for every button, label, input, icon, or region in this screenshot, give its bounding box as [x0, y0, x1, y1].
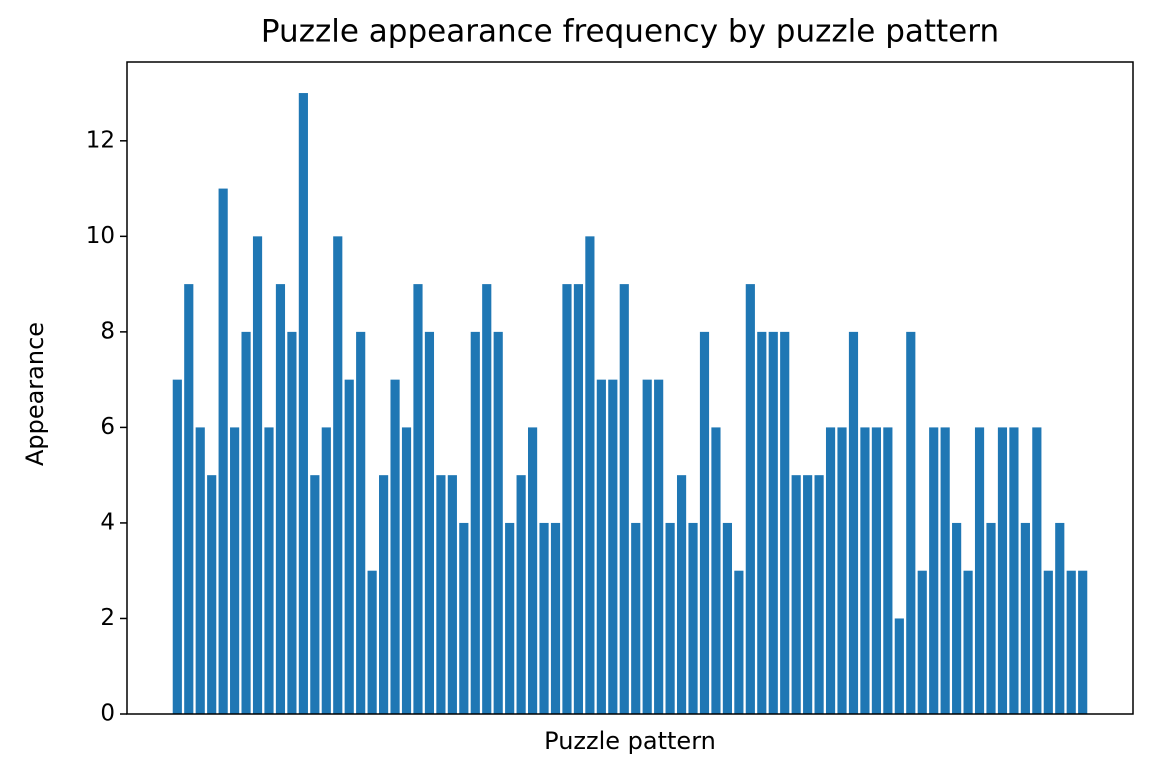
bar [424, 331, 435, 714]
bar [768, 331, 778, 714]
bar [848, 331, 859, 714]
x-axis-label: Puzzle pattern [544, 727, 716, 755]
y-tick-label: 10 [86, 223, 115, 249]
bar [447, 475, 457, 714]
bar [356, 331, 366, 714]
bar [1055, 522, 1065, 714]
y-tick-label: 6 [100, 414, 115, 440]
bar [505, 522, 515, 714]
bar [883, 427, 893, 714]
bar [1020, 522, 1030, 714]
bar [837, 427, 847, 714]
bar [195, 427, 205, 714]
bar [814, 475, 824, 714]
bar [654, 379, 664, 714]
bar [860, 427, 870, 714]
bar [264, 427, 274, 714]
bar [367, 570, 377, 714]
bar [997, 427, 1008, 714]
bar [917, 570, 927, 714]
bar [401, 427, 412, 714]
bar [493, 331, 503, 714]
bar [699, 331, 710, 714]
bar [207, 475, 217, 714]
bar [184, 284, 194, 714]
bar [550, 522, 561, 714]
bar [379, 475, 389, 714]
bar [230, 427, 240, 714]
bar [676, 475, 687, 714]
bar [413, 284, 423, 714]
chart-title: Puzzle appearance frequency by puzzle pa… [261, 14, 999, 50]
bar [1066, 570, 1076, 714]
bar [298, 93, 308, 715]
bar [929, 427, 939, 714]
plot-frame [126, 61, 1134, 715]
bar [470, 331, 480, 714]
y-tick-label: 2 [100, 605, 115, 631]
bar [310, 475, 320, 714]
bar [631, 522, 641, 714]
bar [333, 236, 343, 714]
bar [871, 427, 881, 714]
bar [963, 570, 973, 714]
y-tick-label: 4 [100, 509, 115, 535]
bar [894, 618, 904, 714]
bar [596, 379, 606, 714]
bar [459, 522, 469, 714]
bar [172, 379, 182, 714]
bar [482, 284, 492, 714]
bar [757, 331, 767, 714]
bar [986, 522, 996, 714]
bar [275, 284, 286, 714]
bar [940, 427, 950, 714]
bar [780, 331, 790, 714]
bar [585, 236, 595, 714]
y-axis-label: Appearance [21, 322, 49, 466]
bar [218, 188, 228, 715]
bar [791, 475, 801, 714]
bar [516, 475, 526, 714]
bar [974, 427, 985, 714]
bar [241, 331, 251, 714]
bar [608, 379, 618, 714]
bar [734, 570, 744, 714]
bar [539, 522, 549, 714]
bar [1043, 570, 1053, 714]
bar [642, 379, 652, 714]
bar [252, 236, 263, 714]
bar [665, 522, 675, 714]
bar [562, 284, 572, 714]
y-tick-label: 8 [100, 318, 115, 344]
bar [711, 427, 721, 714]
bar [287, 331, 297, 714]
bar [688, 522, 698, 714]
bar [528, 427, 538, 714]
y-tick-label: 0 [100, 701, 115, 727]
bar [344, 379, 354, 714]
bar [436, 475, 446, 714]
bar [619, 284, 629, 714]
bar [1032, 427, 1042, 714]
bar [952, 522, 962, 714]
bar [825, 427, 836, 714]
bar [745, 284, 755, 714]
bar [390, 379, 400, 714]
bar [321, 427, 331, 714]
bar [803, 475, 813, 714]
bar [1009, 427, 1019, 714]
bar [722, 522, 732, 714]
bar [573, 284, 584, 714]
y-tick-label: 12 [86, 127, 115, 153]
bar [1078, 570, 1088, 714]
bar [906, 331, 916, 714]
